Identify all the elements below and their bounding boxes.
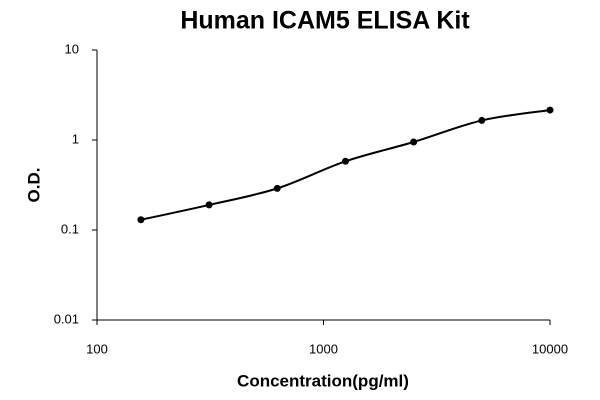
chart-title: Human ICAM5 ELISA Kit xyxy=(180,7,470,35)
data-point xyxy=(137,216,145,224)
data-point xyxy=(205,201,213,209)
data-point xyxy=(341,157,349,165)
y-tick-label: 10 xyxy=(65,41,79,56)
y-tick-label: 0.1 xyxy=(61,221,79,236)
y-tick-label: 0.01 xyxy=(54,311,79,326)
y-tick-label: 1 xyxy=(72,131,79,146)
x-tick-label: 10000 xyxy=(532,341,568,356)
data-point xyxy=(273,184,281,192)
data-point xyxy=(546,106,554,114)
data-point xyxy=(478,116,486,124)
x-tick-label: 1000 xyxy=(309,341,338,356)
fit-curve xyxy=(140,109,551,221)
y-axis-label: O.D. xyxy=(24,168,43,203)
x-axis-label: Concentration(pg/ml) xyxy=(237,371,409,390)
x-tick-label: 100 xyxy=(86,341,108,356)
data-point xyxy=(410,138,418,146)
